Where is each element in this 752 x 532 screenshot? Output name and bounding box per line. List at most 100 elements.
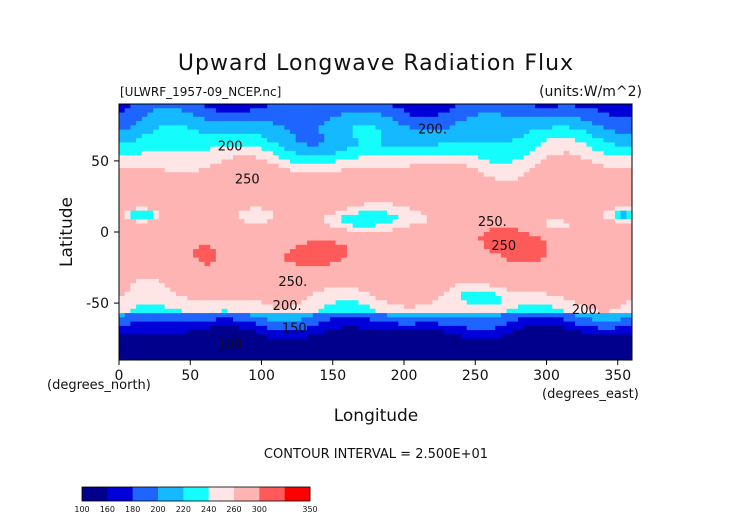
heatmap-cell [575,116,582,122]
heatmap-cell [193,232,200,237]
heatmap-cell [455,116,462,122]
heatmap-cell [164,313,171,318]
heatmap-cell [381,210,388,216]
heatmap-cell [540,210,548,216]
heatmap-cell [438,206,445,212]
heatmap-cell [284,321,291,327]
heatmap-cell [301,125,308,131]
heatmap-cell [227,325,234,331]
heatmap-cell [301,308,308,314]
heatmap-cell [244,249,251,254]
heatmap-cell [244,291,251,297]
heatmap-cell [158,240,166,246]
heatmap-cell [512,232,519,237]
heatmap-cell [461,287,468,293]
heatmap-cell [244,129,251,135]
heatmap-cell [272,249,280,254]
heatmap-cell [563,193,570,199]
heatmap-cell [489,274,496,280]
heatmap-cell [141,325,149,331]
heatmap-cell [386,108,394,114]
heatmap-cell [329,236,337,242]
heatmap-cell [187,223,194,229]
heatmap-cell [233,300,240,306]
heatmap-cell [461,104,468,109]
heatmap-cell [124,308,131,314]
heatmap-cell [198,257,206,263]
heatmap-cell [540,296,548,301]
heatmap-cell [500,300,508,306]
heatmap-cell [518,236,525,242]
heatmap-cell [535,274,542,280]
heatmap-cell [181,291,188,297]
heatmap-cell [415,300,422,306]
heatmap-cell [210,146,217,152]
heatmap-cell [181,172,188,178]
heatmap-cell [347,104,354,109]
heatmap-cell [495,219,502,225]
heatmap-cell [575,334,582,340]
heatmap-cell [495,159,502,165]
heatmap-cell [580,138,587,143]
heatmap-cell [575,244,582,250]
heatmap-cell [557,129,565,135]
heatmap-cell [540,325,548,331]
heatmap-cell [597,240,605,246]
heatmap-cell [210,142,217,148]
heatmap-cell [147,240,154,246]
heatmap-cell [421,193,428,199]
heatmap-cell [204,146,211,152]
heatmap-cell [597,313,605,318]
heatmap-cell [250,317,257,323]
heatmap-cell [535,317,542,323]
heatmap-cell [158,274,166,280]
heatmap-cell [597,304,605,310]
heatmap-cell [267,227,274,233]
heatmap-cell [580,240,587,246]
heatmap-cell [518,108,525,114]
heatmap-cell [609,214,616,220]
heatmap-cell [386,232,394,237]
heatmap-cell [478,104,485,109]
heatmap-cell [238,125,245,131]
heatmap-cell [461,274,468,280]
heatmap-cell [347,210,354,216]
heatmap-cell [284,219,291,225]
heatmap-cell [597,206,605,212]
heatmap-cell [472,112,479,118]
heatmap-cell [409,108,416,114]
heatmap-cell [119,240,126,246]
heatmap-cell [626,202,632,207]
heatmap-cell [261,321,268,327]
heatmap-cell [375,313,382,318]
heatmap-cell [119,112,126,118]
heatmap-cell [626,155,632,161]
heatmap-cell [193,257,200,263]
heatmap-cell [540,112,548,118]
heatmap-cell [318,189,325,195]
heatmap-cell [221,104,228,109]
heatmap-cell [466,112,473,118]
heatmap-cell [569,227,576,233]
heatmap-cell [164,223,171,229]
heatmap-cell [500,202,508,207]
heatmap-cell [386,257,394,263]
heatmap-cell [626,283,632,289]
heatmap-cell [478,261,485,267]
heatmap-cell [250,274,257,280]
heatmap-cell [164,189,171,195]
heatmap-cell [614,330,622,335]
heatmap-cell [369,142,377,148]
heatmap-cell [250,278,257,284]
heatmap-cell [290,108,297,114]
heatmap-cell [478,163,485,169]
heatmap-cell [626,121,632,126]
heatmap-cell [472,223,479,229]
heatmap-cell [409,232,416,237]
heatmap-cell [164,257,171,263]
heatmap-cell [295,330,302,335]
heatmap-cell [369,104,377,109]
heatmap-cell [272,180,280,186]
heatmap-cell [284,180,291,186]
heatmap-cell [512,219,519,225]
